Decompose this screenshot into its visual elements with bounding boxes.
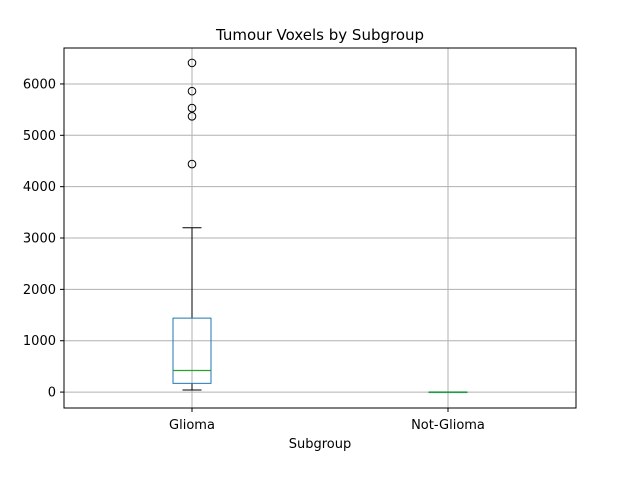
y-tick-label: 6000 xyxy=(23,77,56,92)
y-tick-label: 5000 xyxy=(23,129,56,144)
outlier-point xyxy=(187,112,197,121)
outlier-point xyxy=(187,103,197,113)
y-tick-label: 0 xyxy=(48,386,56,401)
plot-frame xyxy=(63,47,577,409)
outlier-point xyxy=(187,159,197,169)
box-not-glioma xyxy=(428,391,468,394)
tick-layer: 0 1000 2000 3000 4000 5000 6000 Glioma Not-Gliom… xyxy=(23,77,485,433)
iqr-box xyxy=(172,317,212,384)
outlier-point xyxy=(187,58,197,68)
chart-title: Tumour Voxels by Subgroup xyxy=(215,26,424,44)
y-tick-label: 4000 xyxy=(23,180,56,195)
x-tick-label: Not-Glioma xyxy=(411,418,485,433)
x-tick-label: Glioma xyxy=(169,418,215,433)
y-tick-label: 1000 xyxy=(23,334,56,349)
box-glioma xyxy=(172,58,212,391)
outlier-point xyxy=(187,86,197,96)
y-tick-label: 3000 xyxy=(23,232,56,247)
x-axis-label: Subgroup xyxy=(289,437,352,452)
grid-lines xyxy=(64,48,576,408)
box-layer xyxy=(172,58,468,394)
y-tick-label: 2000 xyxy=(23,283,56,298)
